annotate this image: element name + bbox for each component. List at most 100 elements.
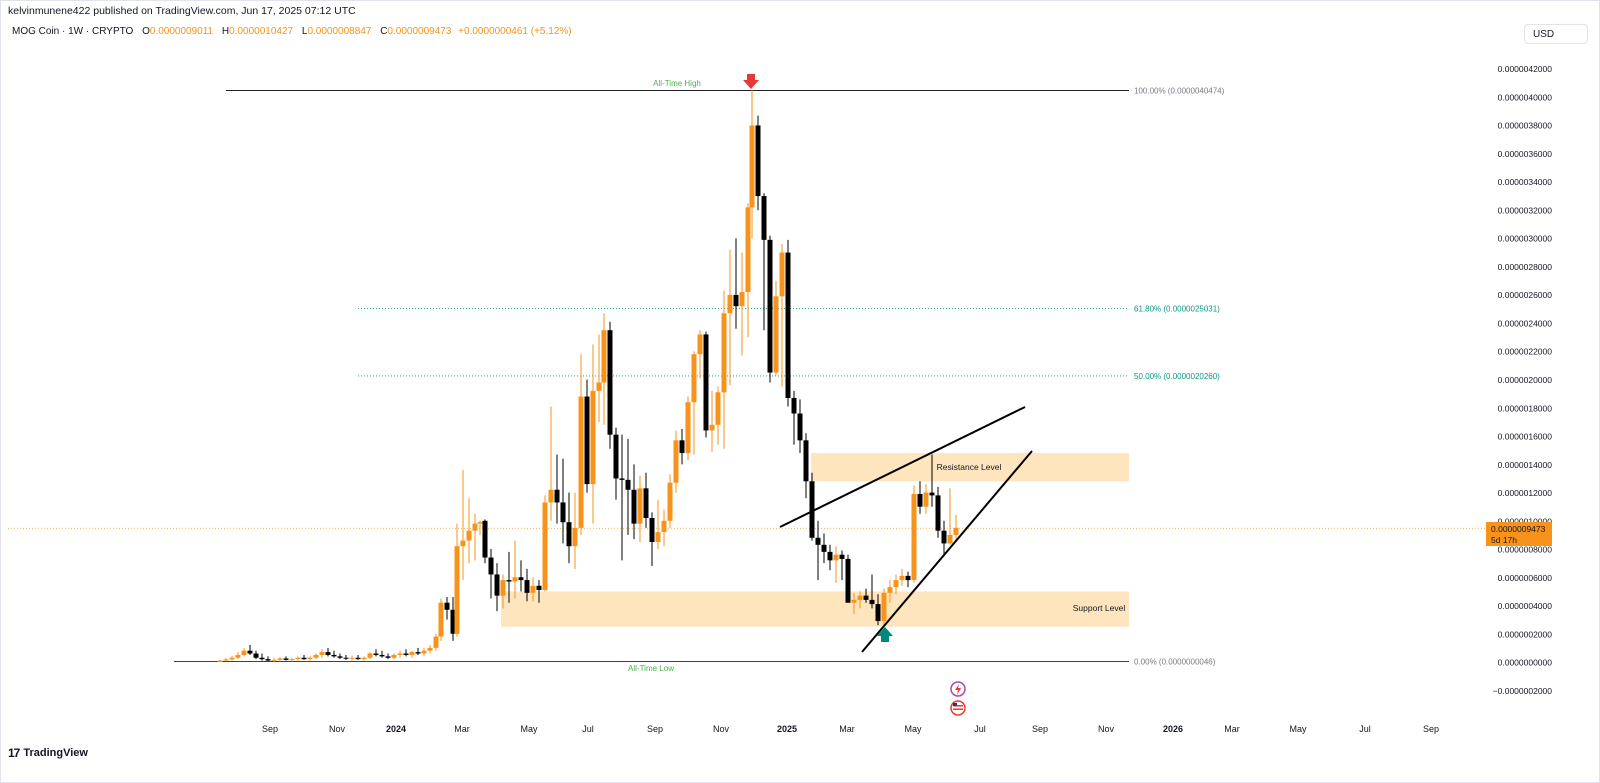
candle-body <box>253 653 259 658</box>
candle-body <box>637 488 643 524</box>
y-tick-label: 0.0000010000 <box>1498 516 1553 526</box>
x-tick-label: May <box>904 724 922 734</box>
fib-label: 0.00% (0.0000000046) <box>1134 657 1216 666</box>
tradingview-logo[interactable]: 17 TradingView <box>8 746 88 760</box>
candle-body <box>815 537 821 545</box>
candle-body <box>454 546 460 634</box>
resistance-label: Resistance Level <box>937 462 1002 472</box>
candle-body <box>929 492 935 496</box>
candle-body <box>427 647 433 651</box>
candle-body <box>460 540 466 547</box>
candle-body <box>631 489 637 524</box>
y-tick-label: 0.0000040000 <box>1498 92 1553 102</box>
candle-body <box>643 488 649 518</box>
upper-trendline <box>779 406 1026 528</box>
candle-body <box>403 653 409 655</box>
x-tick-label: Jul <box>1359 724 1371 734</box>
candle-body <box>536 585 542 590</box>
candle-body <box>590 390 596 485</box>
y-tick-label: 0.0000034000 <box>1498 177 1553 187</box>
x-tick-label: Mar <box>1224 724 1240 734</box>
candle-body <box>488 557 494 575</box>
y-tick-label: 0.0000012000 <box>1498 488 1553 498</box>
candle-body <box>947 534 953 544</box>
high-key: H <box>221 26 230 37</box>
candle-body <box>857 595 863 600</box>
candle-body <box>271 659 277 661</box>
candle-body <box>325 652 331 655</box>
lightning-event-icon <box>955 684 961 695</box>
candle-body <box>655 532 661 542</box>
candle-body <box>673 440 679 483</box>
y-tick-label: 0.0000022000 <box>1498 347 1553 357</box>
open-key: O <box>142 26 150 37</box>
us-flag-event-icon <box>953 708 963 710</box>
countdown-label: 5d 17h <box>1491 535 1517 545</box>
candle-body <box>881 592 887 622</box>
x-tick-label: Sep <box>1423 724 1439 734</box>
candle-body <box>649 517 655 542</box>
candle-body <box>749 125 755 208</box>
candle-body <box>845 558 851 603</box>
candle-body <box>923 492 929 507</box>
candle-body <box>697 334 703 355</box>
low-key: L <box>301 26 308 37</box>
candle-body <box>863 595 869 600</box>
y-tick-label: 0.0000018000 <box>1498 403 1553 413</box>
candle-body <box>935 495 941 531</box>
candle-body <box>833 554 839 561</box>
symbol-label[interactable]: MOG Coin · 1W · CRYPTO <box>12 26 134 37</box>
candle-body <box>277 658 283 660</box>
candle-body <box>839 554 845 559</box>
candle-body <box>803 440 809 482</box>
resistance-zone <box>811 453 1129 482</box>
candle-body <box>679 440 685 454</box>
x-tick-label: May <box>520 724 538 734</box>
tradingview-logo-icon: 17 <box>8 746 20 760</box>
currency-button[interactable]: USD <box>1524 24 1588 44</box>
candle-body <box>319 652 325 655</box>
candle-body <box>223 659 229 661</box>
candle-body <box>235 654 241 658</box>
candle-body <box>709 424 715 431</box>
x-tick-label: Nov <box>329 724 346 734</box>
y-tick-label: 0.0000030000 <box>1498 234 1553 244</box>
candle-body <box>578 396 584 528</box>
candle-body <box>494 574 500 596</box>
y-tick-label: 0.0000026000 <box>1498 290 1553 300</box>
candle-body <box>667 482 673 521</box>
atl-label: All-Time Low <box>628 664 674 673</box>
price-tag-label: 0.0000009473 <box>1491 524 1546 534</box>
candle-body <box>542 502 548 590</box>
x-tick-label: Sep <box>647 724 663 734</box>
candle-body <box>584 396 590 485</box>
x-tick-label: Sep <box>1032 724 1048 734</box>
candle-body <box>911 493 917 581</box>
candle-body <box>477 522 483 524</box>
candle-body <box>619 478 625 480</box>
us-flag-event-icon <box>953 703 957 706</box>
x-tick-label: 2026 <box>1163 724 1183 734</box>
y-tick-label: 0.0000006000 <box>1498 573 1553 583</box>
fib-label: 100.00% (0.0000040474) <box>1134 87 1225 96</box>
candle-body <box>415 652 421 654</box>
candle-body <box>512 577 518 582</box>
candle-body <box>409 652 415 655</box>
close-key: C <box>380 26 388 37</box>
y-tick-label: 0.0000038000 <box>1498 121 1553 131</box>
candle-body <box>727 294 733 314</box>
candle-body <box>869 599 875 605</box>
candle-body <box>797 413 803 441</box>
high-value: 0.0000010427 <box>229 26 294 37</box>
candle-body <box>613 434 619 479</box>
candle-body <box>433 636 439 648</box>
candle-body <box>385 656 391 658</box>
candle-body <box>905 575 911 581</box>
candle-body <box>715 392 721 425</box>
candle-body <box>691 354 697 403</box>
candle-body <box>607 330 613 435</box>
us-flag-event-icon <box>953 705 963 707</box>
candle-body <box>472 523 478 531</box>
candle-body <box>518 577 524 581</box>
